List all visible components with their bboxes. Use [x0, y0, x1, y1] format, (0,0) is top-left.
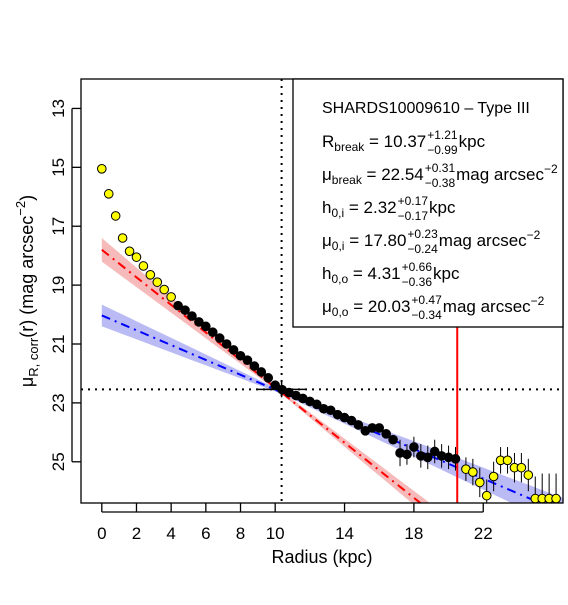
excluded-data-point: [103, 189, 114, 199]
legend-title: SHARDS10009610 – Type III: [322, 100, 530, 117]
y-tick-label: 19: [49, 276, 68, 295]
excluded-data-point: [481, 490, 492, 501]
excluded-data-point: [502, 455, 513, 466]
excluded-data-point: [152, 277, 163, 287]
fitted-data-point: [388, 434, 398, 445]
excluded-data-point: [138, 261, 149, 271]
fitted-data-point: [187, 311, 197, 321]
excluded-data-point: [145, 270, 156, 280]
x-tick-label: 14: [335, 524, 354, 543]
inner-fit-line: [101, 248, 423, 503]
legend-lower-error: −0.34: [411, 308, 442, 322]
legend-upper-error: +0.66: [402, 260, 433, 274]
x-tick-label: 2: [132, 524, 141, 543]
legend-parameter-2: μbreak = 22.54: [322, 165, 424, 187]
x-tick-label: 10: [266, 524, 285, 543]
legend-parameter-3: h0,i = 2.32: [322, 198, 397, 220]
x-tick-label: 4: [166, 524, 175, 543]
fitted-data-point: [402, 449, 412, 460]
y-axis-label: μR, corr(r) (mag arcsec−2): [13, 195, 41, 387]
fitted-data-point: [346, 415, 357, 426]
y-tick-label: 25: [49, 452, 68, 471]
fitted-data-point: [180, 305, 190, 315]
legend-unit: kpc: [429, 198, 456, 217]
legend-upper-error: +0.23: [407, 227, 438, 241]
legend-parameter-5: h0,o = 4.31: [322, 264, 401, 286]
fitted-data-point: [201, 321, 211, 332]
fitted-data-point: [270, 380, 280, 391]
fitted-data-point: [353, 420, 364, 430]
legend-unit: mag arcsec−2: [439, 228, 541, 250]
excluded-data-point: [474, 477, 485, 488]
fitted-data-point: [228, 345, 239, 355]
fitted-data-point: [221, 339, 232, 349]
fit-lines: [101, 248, 543, 503]
excluded-data-point: [488, 471, 499, 482]
data-points: [97, 164, 561, 503]
fitted-data-point: [409, 442, 419, 452]
y-tick-label: 15: [49, 158, 68, 177]
legend-parameter-4: μ0,i = 17.80: [322, 231, 406, 253]
fitted-data-point: [235, 350, 246, 361]
fitted-data-point: [173, 300, 183, 311]
excluded-data-point: [468, 467, 478, 477]
x-tick-label: 8: [236, 524, 245, 543]
excluded-data-point: [523, 470, 534, 480]
legend-unit: mag arcsec−2: [456, 162, 558, 184]
x-tick-label: 22: [474, 524, 493, 543]
legend-unit: kpc: [459, 132, 486, 151]
excluded-data-point: [516, 462, 527, 473]
y-tick-label: 23: [49, 393, 68, 412]
legend-lower-error: −0.38: [425, 176, 456, 190]
legend-parameter-1: Rbreak = 10.37: [322, 132, 426, 154]
x-tick-label: 0: [97, 524, 106, 543]
excluded-data-point: [110, 211, 121, 221]
legend-upper-error: +0.17: [398, 194, 429, 208]
fitted-data-point: [242, 355, 253, 365]
legend-frame: [292, 78, 564, 328]
fitted-data-point: [311, 399, 322, 410]
legend-unit: mag arcsec−2: [443, 294, 545, 316]
legend-unit: kpc: [433, 264, 460, 283]
legend-lower-error: −0.24: [407, 242, 438, 256]
fitted-data-point: [263, 373, 274, 383]
fitted-data-point: [374, 423, 385, 433]
fitted-data-point: [256, 367, 267, 377]
legend-upper-error: +0.31: [425, 161, 456, 175]
x-axis-label: Radius (kpc): [271, 547, 372, 567]
y-tick-label: 13: [49, 99, 68, 118]
legend-upper-error: +0.47: [411, 293, 442, 307]
fitted-data-point: [214, 333, 225, 343]
fitted-data-point: [325, 405, 336, 416]
excluded-data-point: [551, 493, 561, 503]
fitted-data-point: [194, 317, 204, 327]
outer-fit-band: [101, 304, 563, 503]
legend-parameter-6: μ0,o = 20.03: [322, 297, 410, 319]
fitted-data-point: [381, 429, 391, 439]
excluded-data-point: [159, 284, 170, 295]
y-tick-label: 21: [49, 335, 68, 354]
fitted-data-point: [429, 446, 440, 457]
x-tick-label: 6: [201, 524, 210, 543]
y-tick-label: 17: [49, 217, 68, 236]
excluded-data-point: [97, 164, 107, 174]
fit-confidence-bands: [101, 238, 563, 503]
legend-lower-error: −0.36: [402, 275, 433, 289]
legend-upper-error: +1.21: [427, 128, 458, 142]
excluded-data-point: [124, 246, 135, 257]
fitted-data-point: [422, 452, 433, 463]
legend-lower-error: −0.17: [398, 209, 429, 223]
excluded-data-point: [117, 233, 128, 243]
fitted-data-point: [450, 454, 461, 464]
fitted-data-point: [207, 327, 218, 338]
excluded-data-point: [131, 252, 142, 262]
fitted-data-point: [249, 361, 260, 371]
x-tick-label: 18: [404, 524, 423, 543]
excluded-data-point: [166, 292, 176, 302]
legend-lower-error: −0.99: [427, 143, 458, 157]
